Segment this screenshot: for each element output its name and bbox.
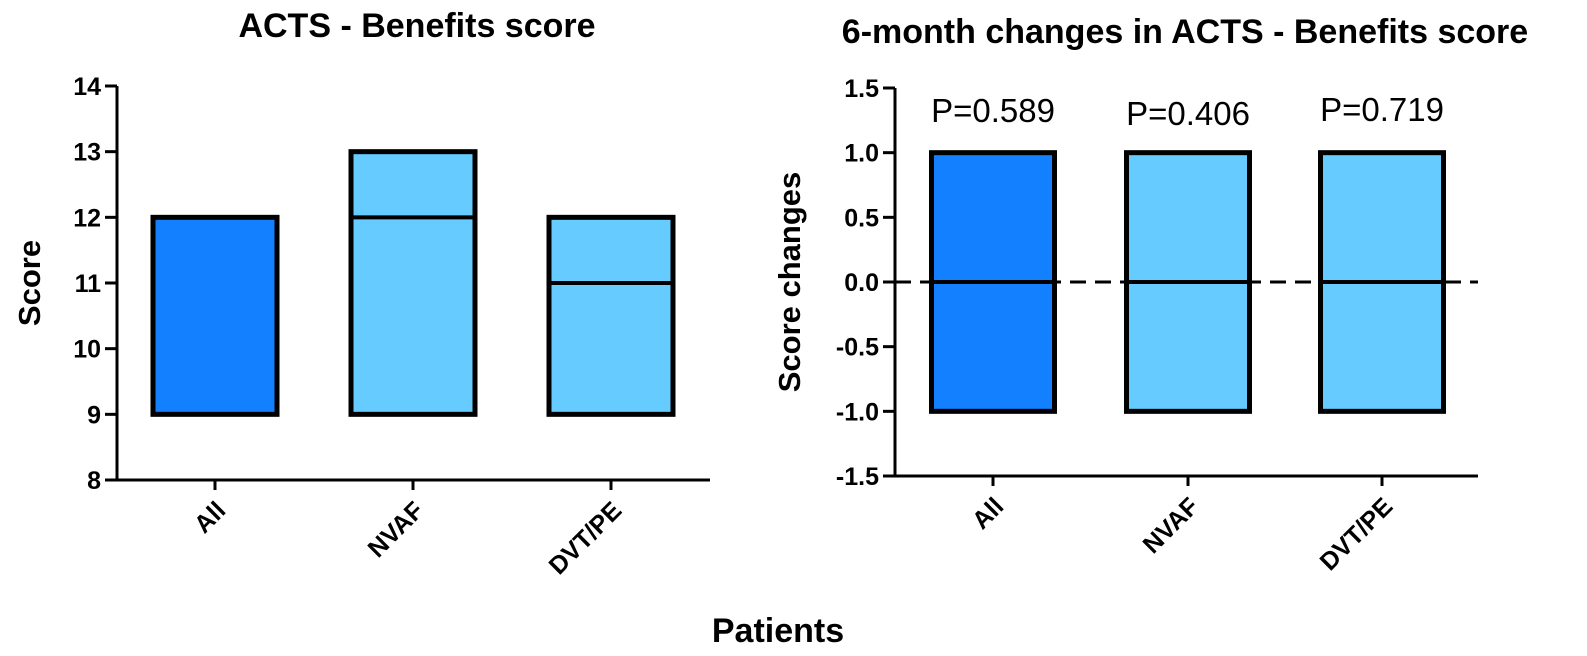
bar: [348, 149, 478, 417]
left-chart-panel: ACTS - Benefits score Score 8 9 10 11 12 13 14 Al…: [12, 7, 710, 580]
y-tick-label: 0.5: [844, 204, 879, 232]
chart-title: ACTS - Benefits score: [238, 7, 595, 45]
x-category-label: NVAF: [363, 496, 430, 563]
y-tick-label: -1.0: [836, 398, 879, 426]
x-category-label: NVAF: [1138, 492, 1205, 559]
y-axis-title: Score: [12, 240, 47, 326]
bar: [546, 214, 676, 417]
y-tick-label: -1.5: [836, 463, 879, 491]
p-value-annotation: P=0.719: [1320, 91, 1444, 128]
y-axis-title: Score changes: [772, 172, 807, 393]
y-tick-label: 9: [87, 401, 101, 429]
y-tick-label: 14: [73, 73, 101, 101]
y-tick-label: 13: [73, 139, 101, 167]
bar: [150, 214, 280, 417]
p-value-annotation: P=0.589: [931, 92, 1055, 129]
y-tick-label: 12: [73, 204, 101, 232]
y-tick-label: 8: [87, 467, 101, 495]
x-category-label: All: [189, 496, 231, 538]
y-tick-label: 0.0: [844, 269, 879, 297]
y-tick-label: 1.0: [844, 140, 879, 168]
y-tick-label: 10: [73, 336, 101, 364]
x-category-label: DVT/PE: [1315, 492, 1399, 576]
p-value-annotation: P=0.406: [1126, 95, 1250, 132]
y-tick-label: -0.5: [836, 334, 879, 362]
shared-x-axis-title: Patients: [712, 612, 844, 650]
x-category-label: DVT/PE: [544, 496, 628, 580]
y-tick-label: 11: [75, 270, 102, 298]
chart-title: 6-month changes in ACTS - Benefits score: [842, 13, 1528, 51]
y-tick-label: 1.5: [844, 75, 879, 103]
right-chart-panel: 6-month changes in ACTS - Benefits score…: [772, 13, 1528, 576]
x-category-label: All: [967, 492, 1009, 534]
